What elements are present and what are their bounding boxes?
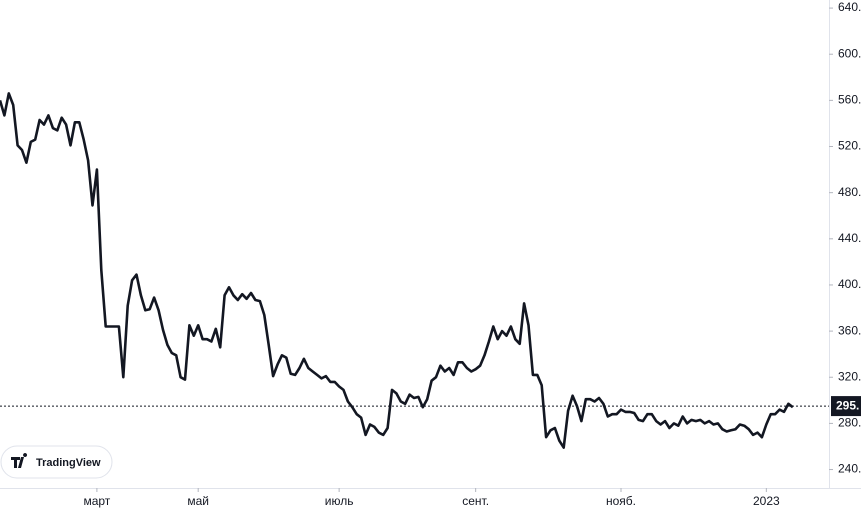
y-tick-label: 280. xyxy=(838,416,861,430)
y-tick-label: 240. xyxy=(838,462,861,476)
x-tick-label: сент. xyxy=(462,494,489,508)
x-tick-label: март xyxy=(83,494,110,508)
y-tick-label: 480. xyxy=(838,185,861,199)
watermark: TradingView xyxy=(0,445,113,479)
y-tick-label: 560. xyxy=(838,93,861,107)
y-tick-label: 440. xyxy=(838,231,861,245)
y-tick-label: 640. xyxy=(838,0,861,14)
x-tick-label: июль xyxy=(325,494,354,508)
x-tick-label: нояб. xyxy=(606,494,636,508)
last-price-badge xyxy=(831,396,861,417)
y-tick-label: 400. xyxy=(838,277,861,291)
last-price-label: 295. xyxy=(836,398,859,412)
y-tick-label: 520. xyxy=(838,139,861,153)
watermark-text: TradingView xyxy=(36,457,101,469)
price-line xyxy=(0,92,794,449)
x-tick-label: май xyxy=(187,494,209,508)
y-tick-label: 600. xyxy=(838,46,861,60)
y-tick-label: 320. xyxy=(838,369,861,383)
watermark-logo xyxy=(11,453,28,468)
watermark-badge xyxy=(0,445,113,479)
y-tick-label: 360. xyxy=(838,323,861,337)
x-tick-label: 2023 xyxy=(753,494,780,508)
